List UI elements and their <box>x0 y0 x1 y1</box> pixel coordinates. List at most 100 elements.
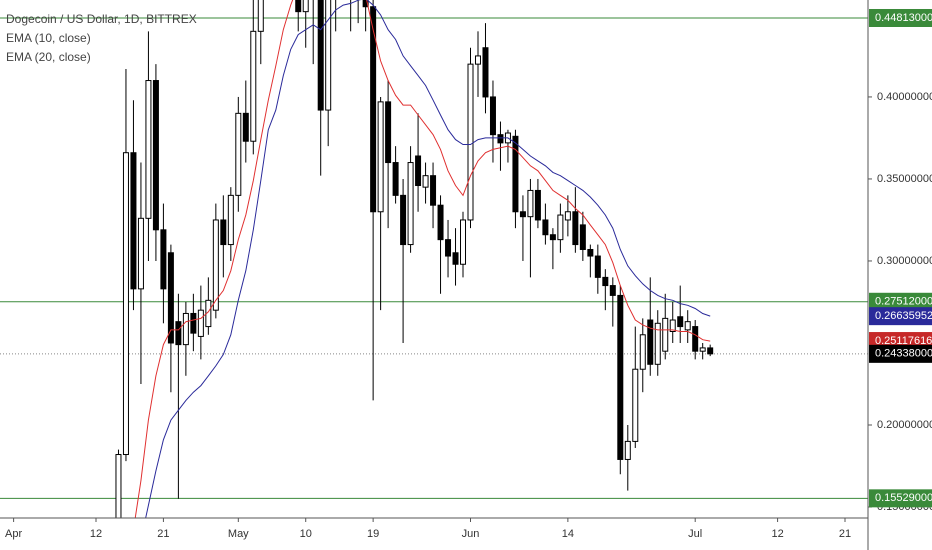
x-tick-label: Jul <box>688 528 702 540</box>
candle-body <box>452 252 459 265</box>
x-tick-label: Jun <box>462 528 480 540</box>
candle-body <box>639 334 646 370</box>
candle-body <box>235 112 242 196</box>
candle-body <box>662 317 669 352</box>
candle-body <box>370 6 377 213</box>
candle-body <box>325 0 332 111</box>
candle-body <box>482 47 489 98</box>
y-tick-label: 0.30000000 <box>877 255 932 267</box>
x-tick-label: 21 <box>839 528 851 540</box>
x-tick-label: 19 <box>367 528 379 540</box>
candle-body <box>145 80 152 219</box>
last-price-label: 0.24338000 <box>875 348 932 360</box>
candle-body <box>407 162 414 246</box>
last-price-label-box <box>869 344 932 363</box>
candle-body <box>534 189 541 221</box>
candle-body <box>385 101 392 164</box>
candle-body <box>692 326 699 352</box>
legend-entry: EMA (20, close) <box>6 50 91 64</box>
candle-body <box>497 134 504 144</box>
candle-body <box>647 319 654 365</box>
x-tick-label: 10 <box>300 528 312 540</box>
candle-body <box>400 194 407 246</box>
candle-body <box>512 135 519 213</box>
candle-body <box>654 322 661 365</box>
ema-price-label-box <box>869 307 932 326</box>
candle-body <box>587 248 594 257</box>
candle-body <box>474 55 481 65</box>
x-tick-label: Apr <box>5 528 22 540</box>
ema-line <box>134 0 711 518</box>
candle-body <box>467 63 474 221</box>
candle-body <box>160 229 167 290</box>
candle-body <box>699 347 706 352</box>
candle-body <box>602 276 609 287</box>
axes: 0.150000000.200000000.300000000.35000000… <box>5 8 932 540</box>
candle-body <box>422 175 429 188</box>
candle-body <box>250 30 257 142</box>
x-tick-label: 14 <box>562 528 574 540</box>
level-label: 0.15529000 <box>875 492 932 504</box>
candle-body <box>542 219 549 236</box>
candle-body <box>564 211 571 221</box>
candle-body <box>377 101 384 213</box>
candle-body <box>684 321 691 331</box>
candle-body <box>242 112 249 142</box>
candle-body <box>430 175 437 206</box>
y-tick-label: 0.20000000 <box>877 419 932 431</box>
level-label-box <box>869 489 932 508</box>
level-label: 0.44813000 <box>875 12 932 24</box>
candle-body <box>594 255 601 278</box>
candle-body <box>362 0 369 8</box>
candle-body <box>445 239 452 257</box>
candle-body <box>437 204 444 241</box>
legend-entry: EMA (10, close) <box>6 31 91 45</box>
level-label: 0.27512000 <box>875 296 932 308</box>
candle-body <box>519 211 526 218</box>
candle-body <box>212 219 219 311</box>
candle-body <box>197 309 204 337</box>
candle-body <box>167 252 174 344</box>
candle-body <box>617 294 624 460</box>
candle-body <box>460 219 467 265</box>
candle-body <box>190 312 197 334</box>
candle-body <box>557 214 564 241</box>
ema-price-label: 0.25117616 <box>875 335 932 347</box>
candle-body <box>122 152 129 456</box>
candle-body <box>707 347 714 355</box>
candle-body <box>302 0 309 13</box>
candle-body <box>609 285 616 296</box>
candle-body <box>549 234 556 241</box>
level-label-box <box>869 8 932 27</box>
ema-price-label: 0.26635952 <box>875 310 932 322</box>
candle-body <box>130 152 137 290</box>
y-tick-label: 0.35000000 <box>877 173 932 185</box>
candle-body <box>579 224 586 250</box>
candle-body <box>317 0 324 111</box>
candle-body <box>669 319 676 333</box>
candle-body <box>632 368 639 442</box>
candle-body <box>220 219 227 246</box>
candle-body <box>175 321 182 346</box>
x-tick-label: May <box>228 528 249 540</box>
chart-title: Dogecoin / US Dollar, 1D, BITTREX <box>6 12 197 26</box>
y-tick-label: 0.40000000 <box>877 91 932 103</box>
x-tick-label: 12 <box>771 528 783 540</box>
candle-body <box>257 0 264 32</box>
candle-body <box>624 440 631 460</box>
candle-body <box>415 155 422 187</box>
level-label-box <box>869 292 932 311</box>
candle-body <box>677 316 684 328</box>
candle-body <box>489 96 496 136</box>
candle-body <box>572 211 579 246</box>
candle-body <box>137 217 144 290</box>
candle-body <box>152 80 159 231</box>
x-tick-label: 12 <box>90 528 102 540</box>
candle-body <box>392 162 399 196</box>
candle-body <box>227 194 234 246</box>
candle-body <box>115 454 122 518</box>
candle-body <box>527 189 534 218</box>
candle-body <box>295 0 302 13</box>
candle-body <box>182 312 189 346</box>
